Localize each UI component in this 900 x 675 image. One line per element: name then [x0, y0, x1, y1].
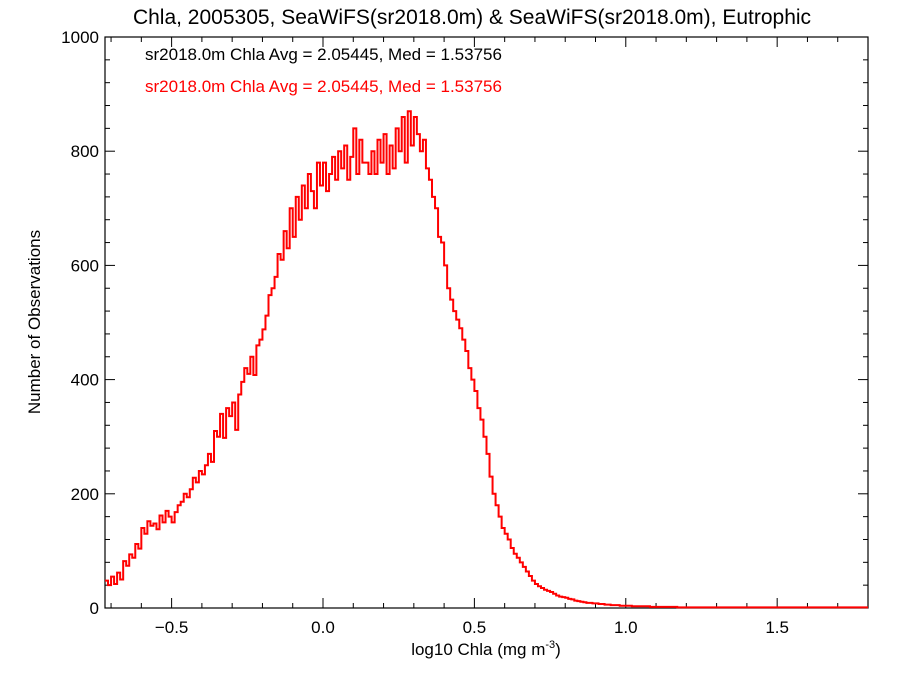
x-tick-label: −0.5 — [155, 618, 189, 637]
histogram-series-line — [105, 110, 868, 609]
y-tick-label: 400 — [71, 371, 99, 390]
series-layer — [105, 110, 868, 609]
chart-title: Chla, 2005305, SeaWiFS(sr2018.0m) & SeaW… — [133, 6, 811, 29]
y-tick-label: 800 — [71, 142, 99, 161]
plot-frame — [104, 36, 869, 609]
annotation-black: sr2018.0m Chla Avg = 2.05445, Med = 1.53… — [145, 45, 502, 64]
axes-layer: −0.5 0.0 0.5 1.0 1.5 0 200 400 600 800 1000 — [61, 28, 869, 637]
x-axis-label-sup: -3 — [545, 639, 555, 651]
x-axis-label-main: log10 Chla (mg m — [411, 640, 545, 659]
x-tick-label: 0.5 — [463, 618, 487, 637]
y-tick-label: 1000 — [61, 28, 99, 47]
x-tick-label: 0.0 — [311, 618, 335, 637]
y-axis-label: Number of Observations — [25, 230, 44, 414]
x-tick-label: 1.5 — [765, 618, 789, 637]
x-axis-label: log10 Chla (mg m-3) — [411, 639, 561, 659]
y-tick-label: 0 — [90, 599, 99, 618]
x-axis-label-suffix: ) — [555, 640, 561, 659]
y-tick-label: 200 — [71, 485, 99, 504]
y-tick-label: 600 — [71, 256, 99, 275]
x-tick-label: 1.0 — [614, 618, 638, 637]
annotation-red: sr2018.0m Chla Avg = 2.05445, Med = 1.53… — [145, 77, 502, 96]
